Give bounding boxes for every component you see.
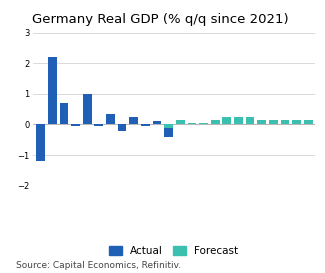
Bar [59,103,68,124]
Bar [222,117,231,124]
Bar [48,57,57,124]
Bar [164,124,173,127]
Bar [211,120,220,124]
Bar [95,124,103,126]
Bar [176,120,185,124]
Bar [176,120,185,124]
Text: Germany Real GDP (% q/q since 2021): Germany Real GDP (% q/q since 2021) [32,13,289,26]
Bar [129,117,138,124]
Bar [141,124,150,126]
Bar [71,124,80,126]
Bar [36,124,45,161]
Bar [234,117,243,124]
Bar [153,121,162,124]
Bar [257,120,266,124]
Bar [280,120,289,124]
Bar [188,123,196,124]
Bar [246,117,254,124]
Bar [292,120,301,124]
Legend: Actual, Forecast: Actual, Forecast [105,241,242,260]
Bar [304,120,313,124]
Bar [118,124,126,130]
Text: Source: Capital Economics, Refinitiv.: Source: Capital Economics, Refinitiv. [16,261,181,270]
Bar [269,120,278,124]
Bar [199,123,208,124]
Bar [164,124,173,137]
Bar [83,94,92,124]
Bar [106,114,115,124]
